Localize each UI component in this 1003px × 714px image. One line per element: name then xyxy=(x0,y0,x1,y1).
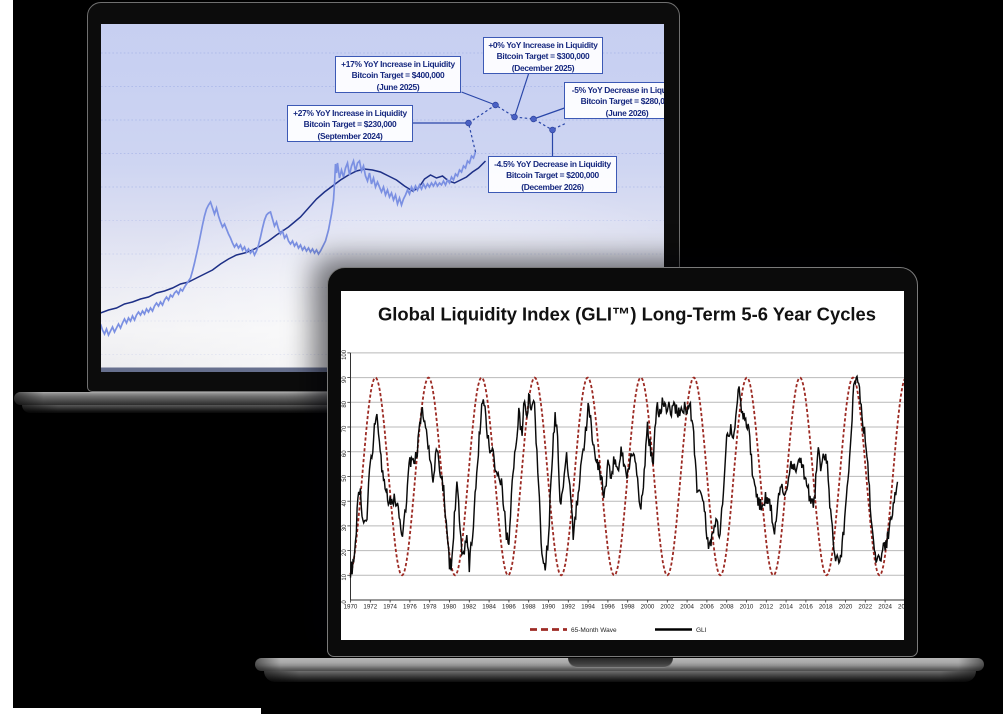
svg-text:2016: 2016 xyxy=(799,604,813,611)
svg-text:1972: 1972 xyxy=(363,604,377,611)
svg-text:1970: 1970 xyxy=(344,604,358,611)
svg-text:80: 80 xyxy=(342,400,348,407)
svg-text:65-Month Wave: 65-Month Wave xyxy=(571,627,617,634)
svg-text:0: 0 xyxy=(342,600,348,604)
svg-text:20: 20 xyxy=(342,549,348,556)
svg-text:1976: 1976 xyxy=(403,604,417,611)
svg-text:2002: 2002 xyxy=(660,604,674,611)
svg-text:2022: 2022 xyxy=(858,604,872,611)
svg-text:1998: 1998 xyxy=(621,604,635,611)
svg-text:GLI: GLI xyxy=(696,627,707,634)
svg-text:60: 60 xyxy=(342,450,348,457)
svg-text:1986: 1986 xyxy=(502,604,516,611)
svg-text:1978: 1978 xyxy=(423,604,437,611)
svg-text:70: 70 xyxy=(342,425,348,432)
svg-text:Global Liquidity Index (GLI™): Global Liquidity Index (GLI™) Long-Term … xyxy=(378,304,876,325)
svg-text:2018: 2018 xyxy=(819,604,833,611)
svg-text:2010: 2010 xyxy=(740,604,754,611)
svg-text:100: 100 xyxy=(342,349,348,360)
svg-text:2004: 2004 xyxy=(680,604,694,611)
svg-text:2008: 2008 xyxy=(720,604,734,611)
svg-text:2014: 2014 xyxy=(779,604,793,611)
svg-text:2026: 2026 xyxy=(898,604,904,611)
svg-text:2020: 2020 xyxy=(839,604,853,611)
svg-text:1974: 1974 xyxy=(383,604,397,611)
svg-text:1994: 1994 xyxy=(581,604,595,611)
svg-text:1980: 1980 xyxy=(443,604,457,611)
svg-text:1996: 1996 xyxy=(601,604,615,611)
svg-text:2024: 2024 xyxy=(878,604,892,611)
svg-text:1982: 1982 xyxy=(462,604,476,611)
svg-text:1988: 1988 xyxy=(522,604,536,611)
svg-text:50: 50 xyxy=(342,474,348,481)
svg-text:90: 90 xyxy=(342,376,348,383)
svg-text:1990: 1990 xyxy=(542,604,556,611)
svg-text:2006: 2006 xyxy=(700,604,714,611)
svg-text:10: 10 xyxy=(342,573,348,580)
svg-text:40: 40 xyxy=(342,499,348,506)
svg-text:1984: 1984 xyxy=(482,604,496,611)
svg-text:1992: 1992 xyxy=(561,604,575,611)
svg-text:2012: 2012 xyxy=(759,604,773,611)
svg-text:2000: 2000 xyxy=(641,604,655,611)
svg-text:30: 30 xyxy=(342,524,348,531)
